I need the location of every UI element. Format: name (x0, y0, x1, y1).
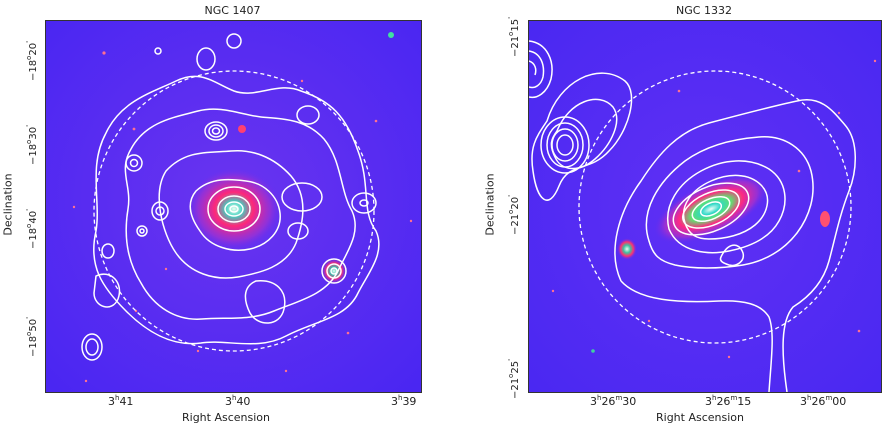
y-axis-label: Declination (1, 173, 15, 236)
galaxy-ngc1332 (653, 174, 769, 244)
xtick: 3h40 (225, 394, 251, 408)
edge-on-galaxy (820, 211, 830, 227)
ytick: −21o25' (507, 358, 521, 400)
sky-image-svg (46, 21, 421, 392)
xtick: 3h26m15 (705, 394, 752, 408)
aperture-circle (93, 70, 375, 352)
companion-galaxy (617, 238, 637, 260)
sky-image-ngc1407 (45, 20, 422, 393)
ytick: −18o30' (25, 124, 39, 166)
field-stars (72, 32, 413, 383)
ytick: −18o20' (25, 40, 39, 82)
xtick: 3h39 (391, 394, 417, 408)
aperture-circle (578, 70, 852, 344)
xray-contours (81, 33, 380, 361)
ytick: −21o15' (507, 16, 521, 58)
xtick: 3h41 (108, 394, 134, 408)
panel-title: NGC 1407 (204, 4, 261, 17)
sky-image-ngc1332 (528, 20, 882, 393)
ytick: −21o20' (507, 194, 521, 236)
xtick: 3h26m00 (800, 394, 847, 408)
xtick: 3h26m30 (590, 394, 637, 408)
sky-image-svg (529, 21, 881, 392)
x-axis-label: Right Ascension (656, 411, 744, 424)
panel-title: NGC 1332 (676, 4, 732, 17)
xray-contours (529, 40, 856, 392)
x-axis-label: Right Ascension (182, 411, 270, 424)
ytick: −18o40' (25, 208, 39, 250)
y-axis-label: Declination (483, 173, 497, 236)
galaxy-ngc1407 (186, 167, 282, 251)
ytick: −18o50' (25, 316, 39, 358)
field-stars (551, 59, 877, 359)
